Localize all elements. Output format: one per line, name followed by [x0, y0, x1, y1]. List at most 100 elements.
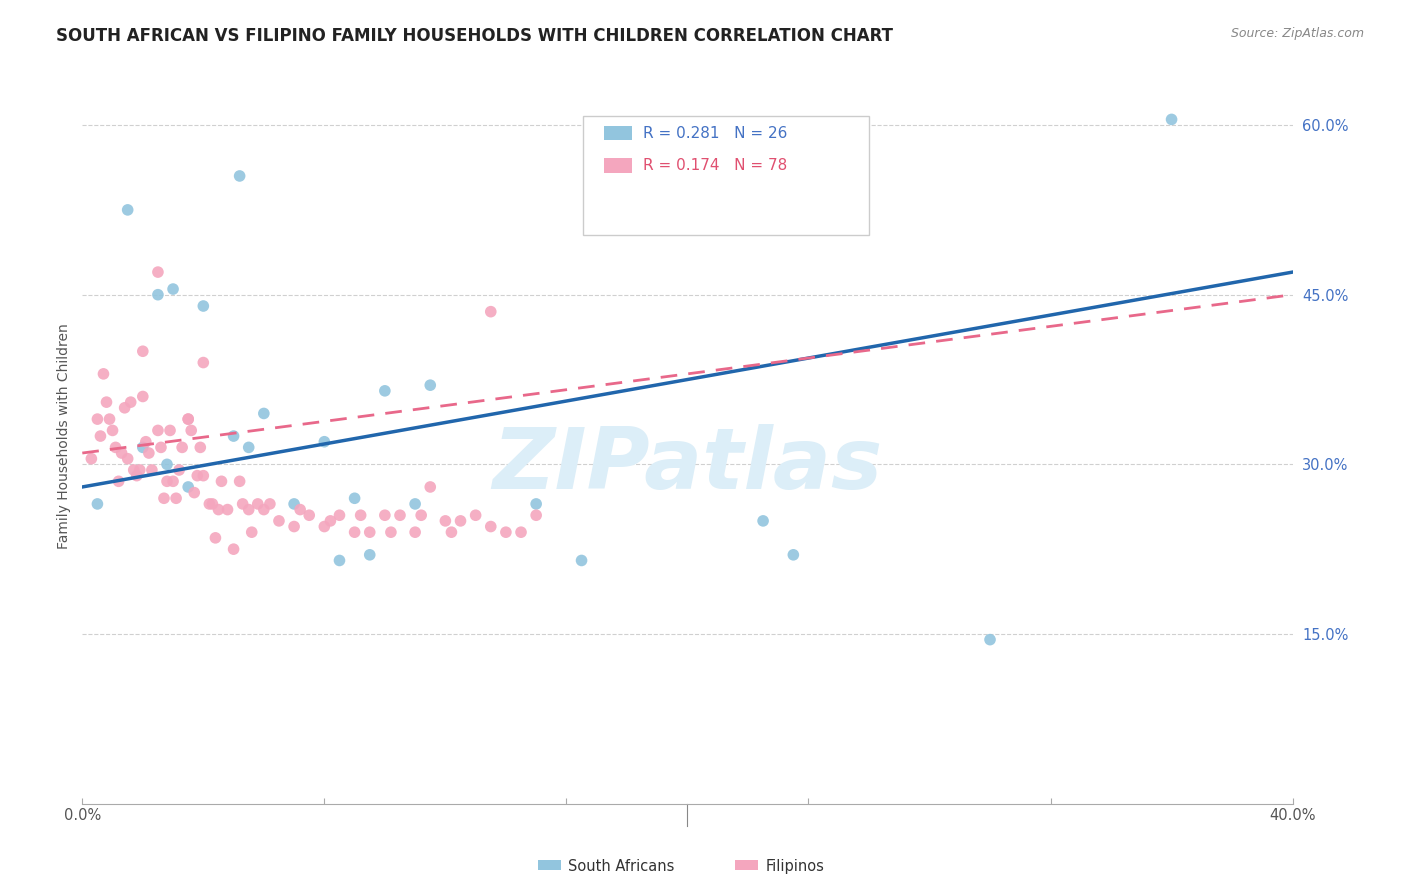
Point: [253, 407, 276, 421]
Point: [193, 468, 215, 483]
Point: [450, 514, 472, 528]
Point: [253, 502, 276, 516]
Point: [350, 508, 373, 523]
Point: [141, 463, 163, 477]
Point: [188, 441, 211, 455]
Point: [146, 287, 169, 301]
Text: South Africans: South Africans: [568, 859, 675, 873]
Text: R = 0.174   N = 78: R = 0.174 N = 78: [644, 158, 787, 173]
Point: [328, 553, 350, 567]
Point: [201, 497, 224, 511]
Point: [343, 525, 366, 540]
Point: [146, 424, 169, 438]
Point: [217, 502, 239, 516]
Point: [283, 497, 305, 511]
Point: [122, 463, 145, 477]
Point: [782, 548, 804, 562]
Point: [343, 491, 366, 506]
Point: [162, 475, 184, 489]
Point: [138, 446, 160, 460]
Point: [419, 378, 441, 392]
Point: [246, 497, 269, 511]
Point: [752, 514, 775, 528]
Point: [101, 424, 124, 438]
Point: [128, 463, 150, 477]
Text: ZIPatlas: ZIPatlas: [492, 424, 883, 507]
Point: [495, 525, 517, 540]
Point: [232, 497, 254, 511]
Point: [132, 389, 155, 403]
Point: [186, 468, 208, 483]
Point: [120, 395, 142, 409]
Text: R = 0.281   N = 26: R = 0.281 N = 26: [644, 126, 787, 141]
Point: [183, 485, 205, 500]
Point: [172, 441, 194, 455]
Point: [211, 475, 233, 489]
Point: [149, 441, 172, 455]
Point: [156, 475, 179, 489]
Point: [228, 169, 250, 183]
Point: [524, 508, 547, 523]
Point: [193, 355, 215, 369]
Text: Filipinos: Filipinos: [765, 859, 824, 873]
Point: [86, 497, 108, 511]
Point: [440, 525, 463, 540]
Point: [177, 412, 200, 426]
Point: [222, 542, 245, 557]
Point: [86, 412, 108, 426]
Point: [228, 475, 250, 489]
Point: [380, 525, 402, 540]
Point: [156, 458, 179, 472]
Point: [510, 525, 533, 540]
Point: [153, 491, 176, 506]
Point: [314, 434, 336, 449]
Point: [180, 424, 202, 438]
Point: [298, 508, 321, 523]
Point: [267, 514, 290, 528]
Point: [132, 344, 155, 359]
Point: [571, 553, 593, 567]
Point: [283, 519, 305, 533]
Point: [165, 491, 187, 506]
Y-axis label: Family Households with Children: Family Households with Children: [58, 323, 72, 549]
Point: [117, 202, 139, 217]
Point: [259, 497, 281, 511]
Point: [98, 412, 121, 426]
Text: Source: ZipAtlas.com: Source: ZipAtlas.com: [1230, 27, 1364, 40]
Point: [167, 463, 190, 477]
Point: [374, 508, 396, 523]
Point: [207, 502, 229, 516]
Point: [80, 451, 103, 466]
Point: [159, 424, 181, 438]
Point: [89, 429, 111, 443]
Point: [314, 519, 336, 533]
Point: [374, 384, 396, 398]
Point: [204, 531, 226, 545]
Point: [114, 401, 136, 415]
Point: [979, 632, 1001, 647]
Point: [125, 468, 148, 483]
Point: [319, 514, 342, 528]
Point: [93, 367, 115, 381]
Point: [419, 480, 441, 494]
Point: [404, 525, 426, 540]
Point: [198, 497, 221, 511]
Point: [434, 514, 457, 528]
Point: [479, 304, 502, 318]
Point: [404, 497, 426, 511]
Point: [193, 299, 215, 313]
Point: [135, 434, 157, 449]
Point: [1160, 112, 1182, 127]
Point: [479, 519, 502, 533]
Point: [359, 548, 381, 562]
Point: [104, 441, 127, 455]
Point: [222, 429, 245, 443]
Point: [238, 502, 260, 516]
Point: [177, 412, 200, 426]
Point: [524, 497, 547, 511]
Point: [238, 441, 260, 455]
Point: [464, 508, 486, 523]
Point: [162, 282, 184, 296]
Point: [146, 265, 169, 279]
Point: [117, 451, 139, 466]
